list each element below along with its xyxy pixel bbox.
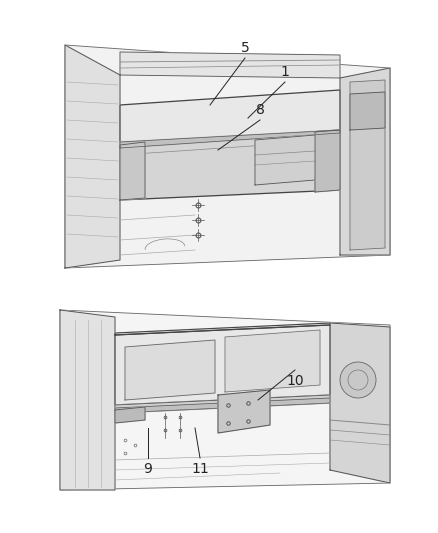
Text: 10: 10 xyxy=(286,374,304,388)
Text: 9: 9 xyxy=(144,462,152,476)
Polygon shape xyxy=(340,68,390,255)
Polygon shape xyxy=(120,52,340,78)
Text: 1: 1 xyxy=(281,65,290,79)
Polygon shape xyxy=(65,45,120,268)
Polygon shape xyxy=(60,310,115,490)
Text: 8: 8 xyxy=(255,103,265,117)
Text: 11: 11 xyxy=(191,462,209,476)
Polygon shape xyxy=(350,80,385,250)
Polygon shape xyxy=(65,45,390,268)
Polygon shape xyxy=(120,130,340,200)
Polygon shape xyxy=(120,130,340,148)
Polygon shape xyxy=(115,395,330,413)
Polygon shape xyxy=(255,135,315,185)
Polygon shape xyxy=(115,323,330,335)
Polygon shape xyxy=(120,90,340,145)
Text: 5: 5 xyxy=(240,41,249,55)
Polygon shape xyxy=(115,407,145,423)
Polygon shape xyxy=(315,130,340,192)
Polygon shape xyxy=(125,340,215,400)
Polygon shape xyxy=(218,390,270,433)
Polygon shape xyxy=(115,398,330,413)
Polygon shape xyxy=(225,330,320,392)
Polygon shape xyxy=(120,142,145,200)
Polygon shape xyxy=(350,92,385,130)
Circle shape xyxy=(340,362,376,398)
Polygon shape xyxy=(115,325,330,405)
Polygon shape xyxy=(330,323,390,483)
Polygon shape xyxy=(60,310,390,490)
